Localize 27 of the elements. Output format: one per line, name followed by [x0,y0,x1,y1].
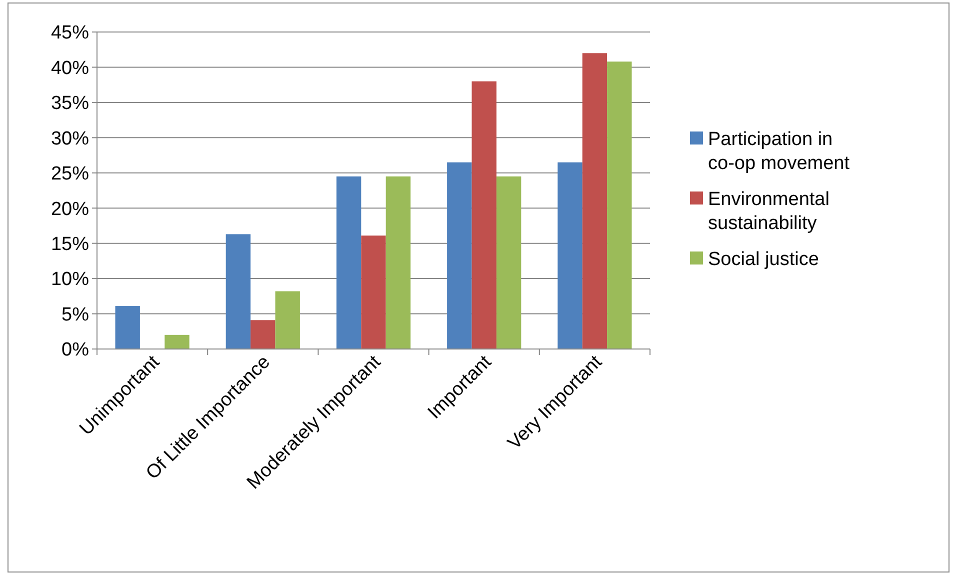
y-tick-label: 15% [50,234,90,255]
bar [115,306,140,349]
bar [336,176,362,349]
bar [164,334,190,349]
y-tick-label: 5% [62,304,90,326]
y-tick-label: 20% [50,198,90,220]
y-tick-label: 40% [50,58,90,79]
bar [361,236,386,349]
bar [275,291,300,349]
bar [582,53,608,349]
y-tick-label: 25% [50,164,90,185]
bar [496,176,522,349]
bar [558,162,582,349]
bar [250,320,276,349]
y-tick-label: 0% [62,340,90,361]
legend-label: Social justice [708,249,819,270]
legend-label: Participation in co-op movement [708,129,850,174]
bar [226,234,251,349]
y-tick-label: 35% [50,93,90,114]
y-tick-label: 45% [50,22,90,44]
y-tick-label: 10% [50,269,90,290]
bar [447,162,472,349]
bar [472,81,496,349]
bar [386,176,411,349]
bar [607,62,632,349]
legend-label: Environmental sustainability [708,189,830,234]
y-tick-label: 30% [50,128,90,150]
